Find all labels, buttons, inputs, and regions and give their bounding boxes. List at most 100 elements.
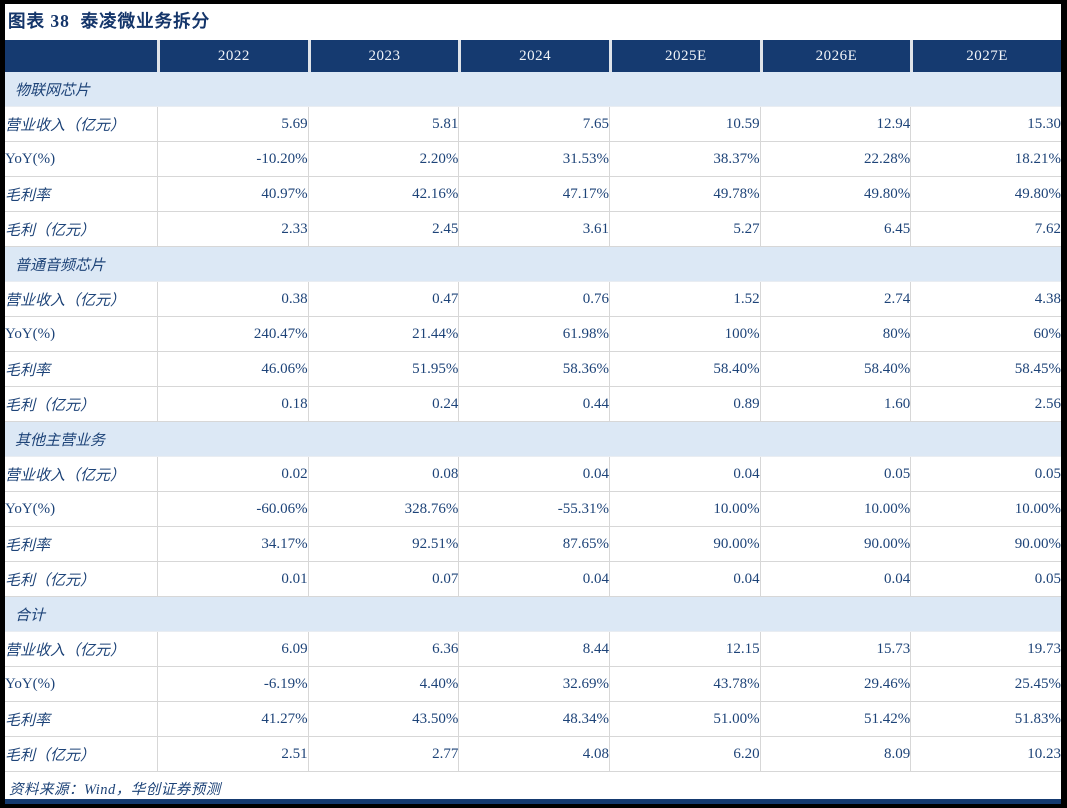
data-cell: 0.89 [608, 387, 760, 422]
row-label: 营业收入（亿元） [5, 282, 157, 317]
data-cell: -6.19% [157, 667, 308, 702]
data-cell: 2.77 [307, 737, 459, 772]
data-cell: 90.00% [910, 527, 1061, 562]
row-label: 毛利（亿元） [5, 212, 157, 247]
data-cell: -60.06% [157, 492, 308, 527]
data-cell: 92.51% [307, 527, 459, 562]
row-label: YoY(%) [5, 142, 157, 177]
row-label: 营业收入（亿元） [5, 107, 157, 142]
data-cell: 0.04 [759, 562, 911, 597]
row-label: YoY(%) [5, 492, 157, 527]
data-cell: 12.15 [608, 632, 760, 667]
data-cell: 51.42% [759, 702, 911, 737]
data-cell: -55.31% [458, 492, 609, 527]
data-cell: 0.76 [458, 282, 609, 317]
table-row: 毛利（亿元） 0.18 0.24 0.44 0.89 1.60 2.56 [5, 387, 1061, 422]
section-row: 合计 [5, 597, 1061, 632]
data-cell: 0.07 [307, 562, 459, 597]
data-cell: 10.59 [608, 107, 760, 142]
data-cell: 328.76% [307, 492, 459, 527]
data-cell: 2.74 [759, 282, 911, 317]
data-cell: 100% [608, 317, 760, 352]
column-header-2024: 2024 [458, 40, 609, 72]
data-cell: 0.38 [157, 282, 308, 317]
data-cell: 10.00% [608, 492, 760, 527]
data-cell: 1.60 [759, 387, 911, 422]
data-cell: 80% [759, 317, 911, 352]
section-row: 物联网芯片 [5, 72, 1061, 107]
data-cell: 90.00% [759, 527, 911, 562]
data-cell: 51.95% [307, 352, 459, 387]
data-cell: 10.23 [910, 737, 1061, 772]
table-row: YoY(%) 240.47% 21.44% 61.98% 100% 80% 60% [5, 317, 1061, 352]
table-row: YoY(%) -10.20% 2.20% 31.53% 38.37% 22.28% 18.2… [5, 142, 1061, 177]
column-header-2023: 2023 [307, 40, 459, 72]
data-cell: 58.40% [608, 352, 760, 387]
data-cell: 43.78% [608, 667, 760, 702]
source-note: 资料来源：Wind，华创证券预测 [9, 782, 221, 798]
data-cell: 2.33 [157, 212, 308, 247]
data-cell: 34.17% [157, 527, 308, 562]
data-cell: 0.05 [910, 562, 1061, 597]
data-cell: 60% [910, 317, 1061, 352]
data-cell: 0.18 [157, 387, 308, 422]
data-cell: 240.47% [157, 317, 308, 352]
data-cell: 42.16% [307, 177, 459, 212]
data-cell: 0.04 [608, 562, 760, 597]
data-cell: 21.44% [307, 317, 459, 352]
data-cell: 5.81 [307, 107, 459, 142]
data-cell: 6.36 [307, 632, 459, 667]
data-cell: 47.17% [458, 177, 609, 212]
table-row: 营业收入（亿元） 6.09 6.36 8.44 12.15 15.73 19.73 [5, 632, 1061, 667]
data-cell: 8.09 [759, 737, 911, 772]
data-cell: 29.46% [759, 667, 911, 702]
data-cell: 31.53% [458, 142, 609, 177]
data-cell: 49.80% [910, 177, 1061, 212]
row-label: 营业收入（亿元） [5, 632, 157, 667]
header-row: 2022 2023 2024 2025E 2026E 2027E [5, 40, 1061, 72]
data-cell: 38.37% [608, 142, 760, 177]
row-label: 毛利（亿元） [5, 562, 157, 597]
table-row: 毛利（亿元） 0.01 0.07 0.04 0.04 0.04 0.05 [5, 562, 1061, 597]
data-cell: 6.09 [157, 632, 308, 667]
data-cell: 2.56 [910, 387, 1061, 422]
data-cell: 4.40% [307, 667, 459, 702]
column-header-2022: 2022 [157, 40, 308, 72]
section-header: 普通音频芯片 [5, 247, 1061, 282]
column-header-2027e: 2027E [910, 40, 1061, 72]
data-cell: 7.65 [458, 107, 609, 142]
data-cell: 8.44 [458, 632, 609, 667]
data-cell: 12.94 [759, 107, 911, 142]
table-row: YoY(%) -60.06% 328.76% -55.31% 10.00% 10.00% 1… [5, 492, 1061, 527]
section-row: 普通音频芯片 [5, 247, 1061, 282]
row-label: 营业收入（亿元） [5, 457, 157, 492]
data-cell: 90.00% [608, 527, 760, 562]
data-cell: 58.45% [910, 352, 1061, 387]
data-cell: 51.83% [910, 702, 1061, 737]
row-label: 毛利（亿元） [5, 737, 157, 772]
figure-title: 图表 38 泰凌微业务拆分 [8, 11, 211, 31]
report-page: 图表 38 泰凌微业务拆分 2022 2023 2024 2025E 2026E 2027… [5, 4, 1061, 804]
data-cell: 15.73 [759, 632, 911, 667]
data-cell: 0.04 [458, 562, 609, 597]
section-header: 物联网芯片 [5, 72, 1061, 107]
data-cell: 22.28% [759, 142, 911, 177]
table-body: 物联网芯片 营业收入（亿元） 5.69 5.81 7.65 10.59 12.94 15.30… [5, 72, 1061, 772]
data-cell: 0.24 [307, 387, 459, 422]
data-cell: 0.02 [157, 457, 308, 492]
data-cell: 0.47 [307, 282, 459, 317]
row-label: 毛利率 [5, 352, 157, 387]
data-cell: 0.04 [458, 457, 609, 492]
section-header: 合计 [5, 597, 1061, 632]
data-cell: 25.45% [910, 667, 1061, 702]
table-row: 毛利率 34.17% 92.51% 87.65% 90.00% 90.00% 90.00% [5, 527, 1061, 562]
data-cell: 4.08 [458, 737, 609, 772]
corner-cell [5, 40, 157, 72]
row-label: 毛利率 [5, 177, 157, 212]
data-cell: 40.97% [157, 177, 308, 212]
data-cell: 2.45 [307, 212, 459, 247]
section-row: 其他主营业务 [5, 422, 1061, 457]
data-cell: 0.04 [608, 457, 760, 492]
data-cell: -10.20% [157, 142, 308, 177]
data-cell: 0.44 [458, 387, 609, 422]
